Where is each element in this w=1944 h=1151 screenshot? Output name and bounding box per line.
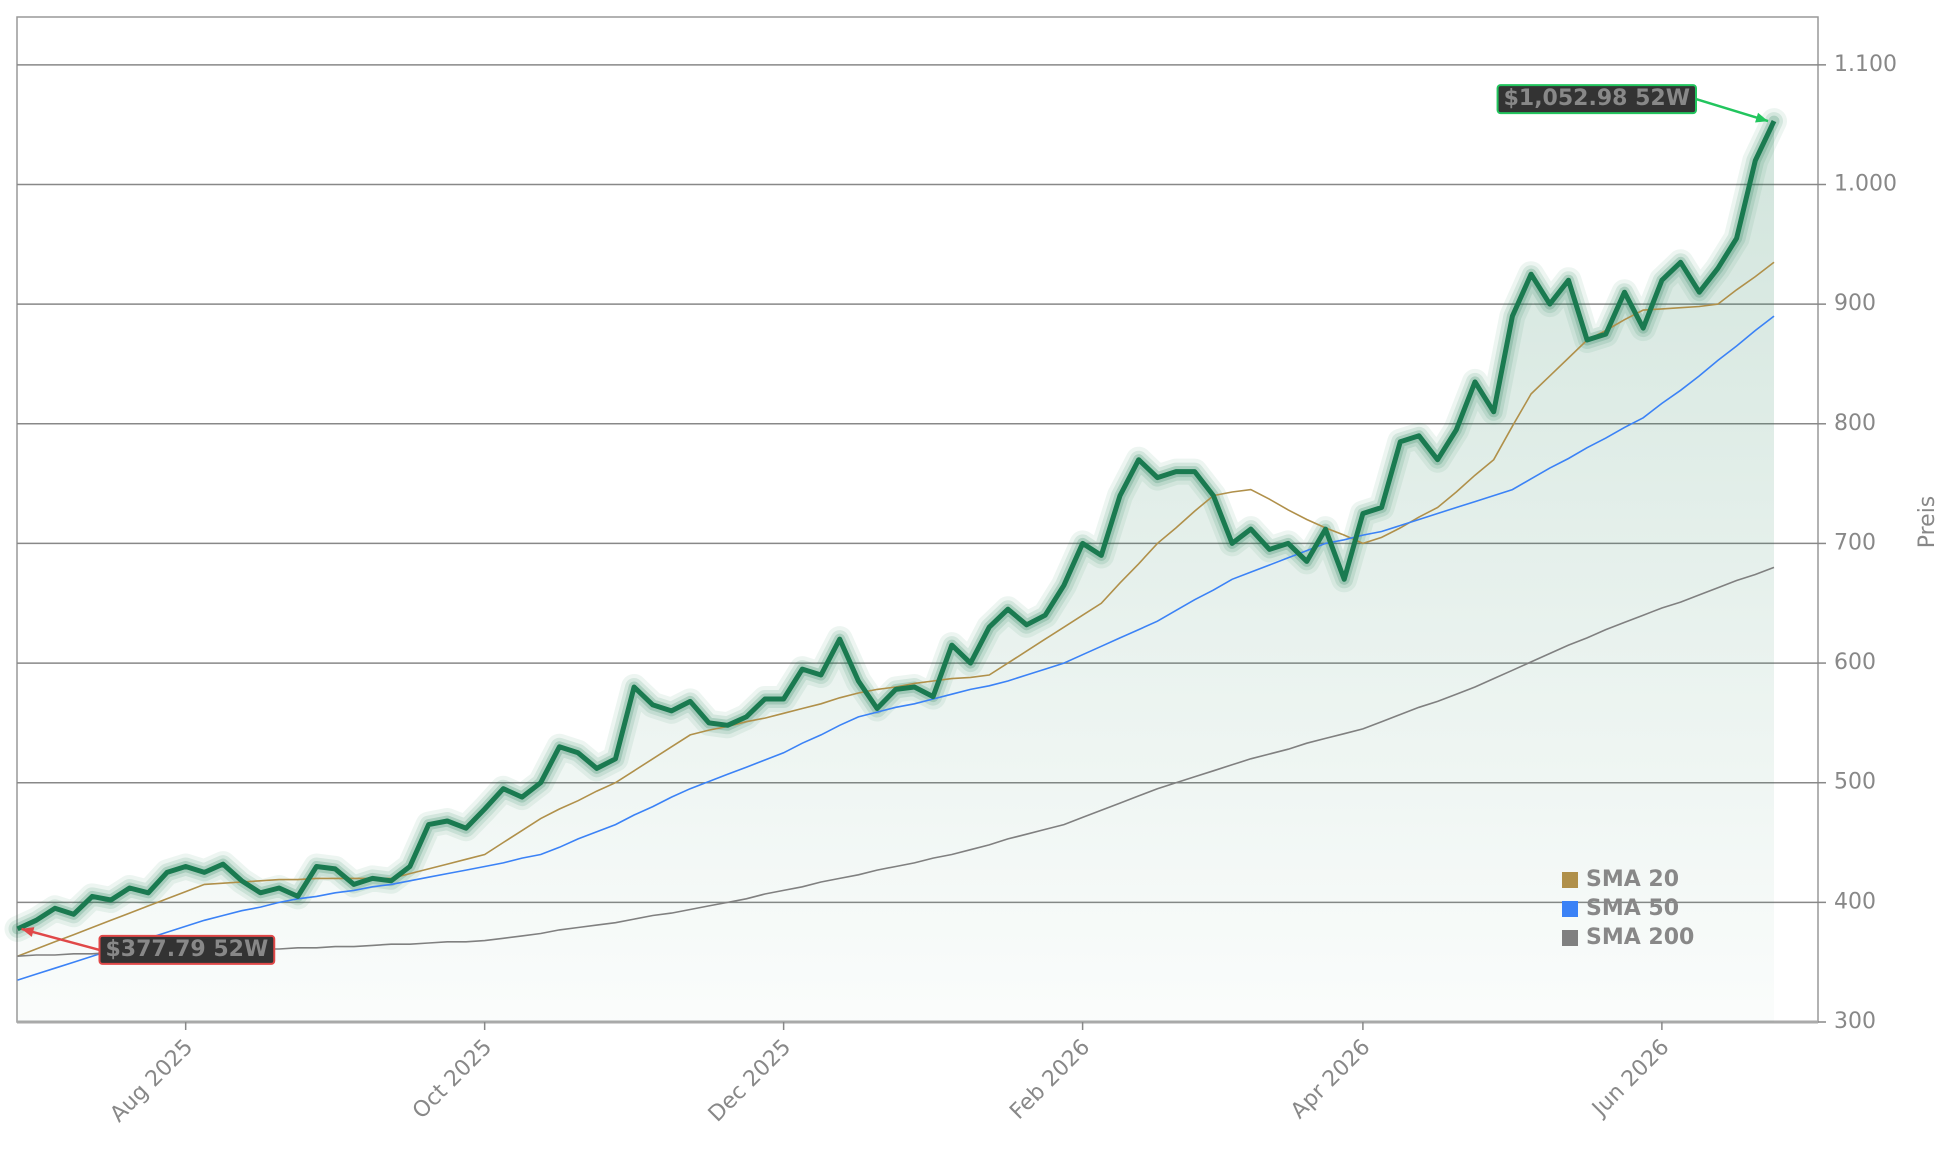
legend-label: SMA 20 <box>1586 867 1679 892</box>
y-tick-label: 600 <box>1834 650 1876 675</box>
legend-label: SMA 50 <box>1586 896 1679 921</box>
sma-line <box>17 315 1775 981</box>
y-tick-label: 400 <box>1834 889 1876 914</box>
x-tick-label: Dec 2025 <box>704 1035 796 1127</box>
y-tick-label: 800 <box>1834 411 1876 436</box>
y-tick-label: 300 <box>1834 1009 1876 1034</box>
x-tick-label: Jun 2026 <box>1586 1035 1674 1123</box>
annotation-arrow <box>21 927 100 952</box>
y-tick-label: 1.000 <box>1834 172 1897 197</box>
x-tick-label: Apr 2026 <box>1286 1035 1375 1124</box>
legend-label: SMA 200 <box>1586 925 1694 950</box>
annotation-arrowhead <box>1755 112 1768 123</box>
annotation: $1,052.98 52W <box>1496 84 1769 123</box>
y-tick-label: 1.100 <box>1834 52 1897 77</box>
y-tick-label: 500 <box>1834 770 1876 795</box>
y-axis-label: Preis <box>1915 496 1940 549</box>
legend-swatch <box>1562 930 1578 946</box>
annotation-arrowhead <box>21 927 35 937</box>
price-line <box>16 120 1777 932</box>
y-tick-label: 700 <box>1834 530 1876 555</box>
x-tick-label: Oct 2025 <box>408 1035 497 1124</box>
y-tick-label: 900 <box>1834 291 1876 316</box>
annotation-label: $1,052.98 52W <box>1504 86 1690 111</box>
annotation-label: $377.79 52W <box>106 937 269 962</box>
sma-line <box>17 566 1775 957</box>
x-tick-label: Aug 2025 <box>106 1035 199 1128</box>
x-tick-label: Feb 2026 <box>1005 1035 1095 1125</box>
price-area <box>17 121 1774 1023</box>
legend-swatch <box>1562 872 1578 888</box>
legend-swatch <box>1562 901 1578 917</box>
annotation: $377.79 52W <box>21 927 276 965</box>
annotation-arrow <box>1695 97 1769 123</box>
